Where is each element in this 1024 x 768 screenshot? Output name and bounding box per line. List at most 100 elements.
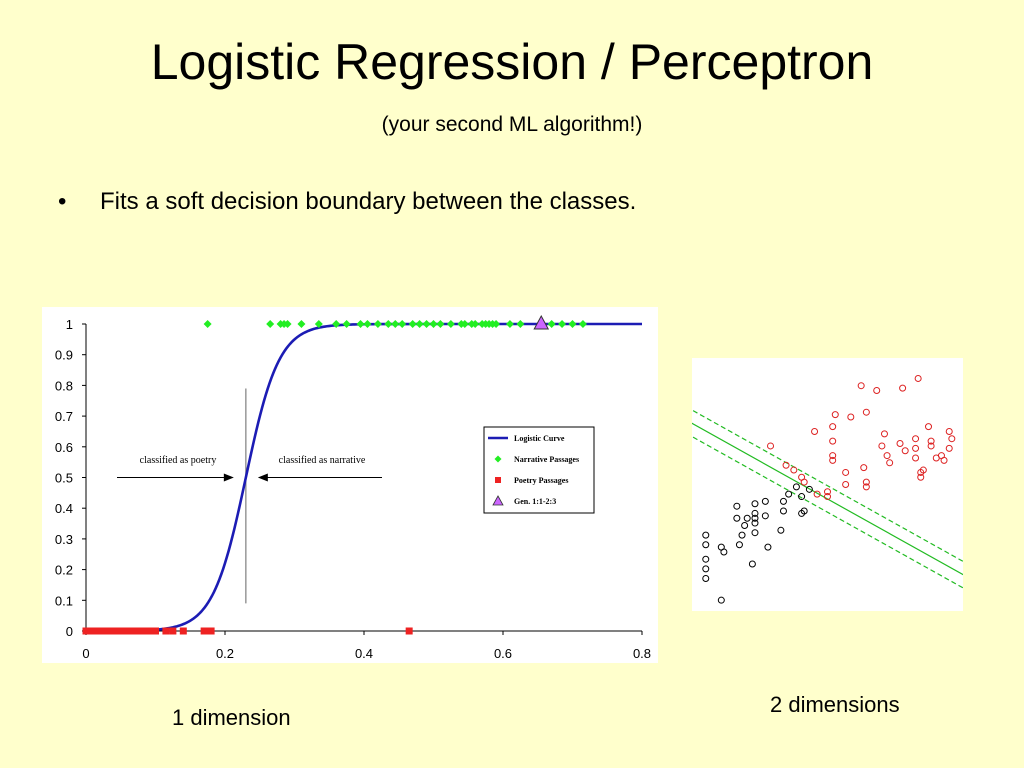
- narrative-point: [516, 320, 525, 328]
- red-class-point: [945, 444, 953, 452]
- black-class-point: [798, 493, 806, 501]
- narrative-arrow-head: [257, 473, 268, 482]
- x-tick-label: 0.2: [216, 646, 234, 661]
- caption-one-dimension: 1 dimension: [172, 705, 291, 730]
- logistic-chart: 0 0.1 0.2 0.3 0.4 0.5 0.6 0.7 0.8 0.9 1 0 0.2 0.4 0.6 0…: [55, 314, 651, 661]
- red-class-point: [886, 459, 894, 467]
- red-class-point: [829, 423, 837, 431]
- y-tick-label: 0.3: [55, 532, 73, 547]
- black-class-point: [761, 512, 769, 520]
- red-class-point: [862, 408, 870, 416]
- red-class-point: [862, 483, 870, 491]
- logistic-chart-panel: 0 0.1 0.2 0.3 0.4 0.5 0.6 0.7 0.8 0.9 1 0 0.2 0.4 0.6 0…: [42, 307, 658, 663]
- y-tick-label: 0.2: [55, 563, 73, 578]
- bullet-text: Fits a soft decision boundary between th…: [100, 188, 637, 215]
- narrative-point: [436, 320, 445, 328]
- black-class-point: [779, 497, 787, 505]
- red-class-point: [862, 478, 870, 486]
- narrative-point: [505, 320, 514, 328]
- black-class-point: [761, 497, 769, 505]
- black-class-point: [741, 521, 749, 529]
- narrative-point: [471, 320, 480, 328]
- poetry-point: [152, 627, 159, 635]
- narrative-point: [297, 320, 306, 328]
- black-class-point: [702, 565, 710, 573]
- slide-subtitle: (your second ML algorithm!): [381, 113, 643, 136]
- black-class-point: [720, 548, 728, 556]
- x-tick-label: 0: [82, 646, 89, 661]
- black-class-point: [785, 490, 793, 498]
- narrative-point: [429, 320, 438, 328]
- red-class-point: [919, 466, 927, 474]
- red-class-point: [842, 481, 850, 488]
- legend-label: Narrative Passages: [514, 455, 579, 464]
- red-class-point: [790, 466, 798, 474]
- narrative-point: [415, 320, 424, 328]
- two-dim-chart: [671, 374, 984, 604]
- narrative-point: [578, 320, 587, 328]
- narrative-point: [460, 320, 469, 328]
- margin-line-upper: [671, 398, 984, 573]
- black-class-point: [779, 507, 787, 515]
- red-class-point: [880, 430, 888, 438]
- black-class-point: [751, 529, 759, 537]
- black-class-point: [800, 507, 808, 515]
- black-class-point: [792, 483, 800, 491]
- black-class-point: [743, 514, 751, 522]
- black-class-point: [751, 509, 759, 517]
- legend-label: Gen. 1:1-2:3: [514, 497, 556, 506]
- black-class-point: [777, 526, 785, 534]
- red-class-point: [925, 423, 933, 431]
- black-class-point: [805, 485, 813, 493]
- y-tick-label: 0.1: [55, 593, 73, 608]
- narrative-point: [384, 320, 393, 328]
- red-class-point: [824, 488, 831, 496]
- red-class-point: [912, 444, 920, 452]
- narrative-point: [547, 320, 556, 328]
- narrative-point: [332, 320, 341, 328]
- black-class-point: [738, 531, 746, 539]
- margin-line-lower: [671, 424, 984, 600]
- x-tick-label: 0.6: [494, 646, 512, 661]
- black-class-point: [764, 543, 772, 551]
- red-class-point: [912, 454, 920, 462]
- legend-label: Logistic Curve: [514, 434, 565, 443]
- y-tick-label: 0.5: [55, 471, 73, 486]
- red-class-point: [782, 461, 790, 469]
- black-class-point: [751, 514, 759, 522]
- bullet-item: • Fits a soft decision boundary between t…: [58, 186, 636, 218]
- black-class-point: [702, 541, 710, 549]
- black-class-point: [702, 555, 710, 563]
- narrative-point: [408, 320, 417, 328]
- poetry-point: [405, 627, 413, 635]
- y-tick-label: 0.6: [55, 440, 73, 455]
- narrative-point: [446, 320, 455, 328]
- boundary-line: [671, 411, 984, 587]
- black-class-point: [702, 574, 710, 582]
- red-class-point: [860, 464, 868, 472]
- poetry-point: [145, 627, 153, 635]
- poetry-arrow-head: [223, 473, 234, 482]
- red-class-point: [857, 382, 865, 390]
- red-class-point: [927, 442, 935, 450]
- red-class-point: [847, 413, 855, 421]
- annotation-narrative: classified as narrative: [279, 455, 366, 466]
- red-class-point: [883, 452, 891, 460]
- narrative-point: [356, 320, 365, 328]
- poetry-point: [169, 627, 177, 635]
- narrative-point: [203, 320, 212, 328]
- red-class-point: [842, 468, 850, 476]
- x-tick-label: 0.8: [633, 646, 651, 661]
- red-class-point: [896, 440, 904, 448]
- narrative-point: [266, 320, 275, 328]
- legend-swatch-poetry: [495, 477, 501, 483]
- narrative-point: [314, 320, 323, 328]
- legend-swatch-gen: [492, 495, 504, 506]
- x-tick-label: 0.4: [355, 646, 373, 661]
- red-class-point: [829, 456, 837, 464]
- black-class-point: [702, 531, 710, 539]
- black-class-point: [751, 519, 759, 527]
- poetry-point: [207, 627, 215, 635]
- narrative-point: [558, 320, 567, 328]
- legend-label: Poetry Passages: [514, 476, 568, 485]
